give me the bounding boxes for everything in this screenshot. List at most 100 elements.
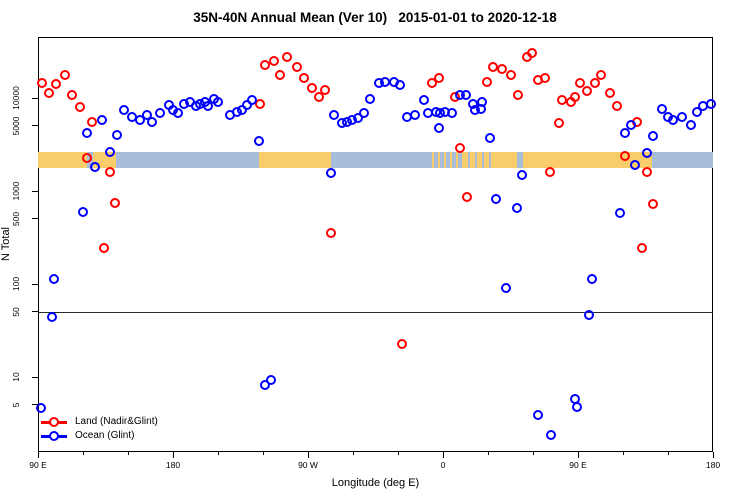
land-data-point — [325, 227, 336, 238]
x-axis-tick-label: 0 — [440, 460, 446, 470]
land-data-point — [648, 198, 658, 209]
ocean-data-point — [642, 147, 652, 158]
land-data-point — [282, 51, 292, 62]
y-axis-tick-label: 10000 — [11, 86, 21, 110]
x-axis-tick — [37, 452, 39, 458]
land-data-point — [642, 166, 652, 177]
x-axis-minor-tick — [622, 452, 624, 455]
land-data-point — [105, 166, 115, 177]
ocean-data-point — [135, 115, 145, 125]
land-data-point — [426, 78, 437, 89]
chart-title: 35N-40N Annual Mean (Ver 10) 2015-01-01 … — [193, 10, 557, 25]
ocean-data-point — [118, 105, 129, 116]
ocean-data-point — [47, 312, 58, 323]
ocean-data-point — [173, 108, 184, 119]
land-data-point — [481, 76, 492, 87]
x-axis-tick — [172, 452, 174, 458]
ocean-data-point — [105, 146, 115, 157]
x-axis-tick-label: 180 — [165, 460, 181, 470]
ocean-data-point — [477, 96, 487, 107]
x-axis-minor-tick — [352, 452, 354, 455]
ocean-data-point — [648, 130, 658, 141]
land-data-point — [81, 153, 92, 164]
x-axis-minor-tick — [217, 452, 219, 455]
ocean-data-point — [615, 207, 625, 218]
ocean-data-point — [418, 94, 429, 105]
land-data-point — [556, 94, 567, 105]
land-data-point — [291, 62, 302, 73]
x-axis-minor-tick — [262, 452, 264, 455]
reference-line-50 — [38, 311, 713, 313]
land-data-point — [60, 69, 70, 80]
ocean-data-point — [460, 90, 471, 101]
ocean-data-point — [572, 402, 583, 413]
ocean-data-point — [358, 108, 369, 119]
land-data-point — [298, 73, 309, 84]
x-axis-tick-label: 180 — [705, 460, 721, 470]
land-data-point — [275, 69, 286, 80]
ocean-data-point — [511, 202, 522, 213]
y-axis-tick-label: 1000 — [11, 181, 21, 201]
land-data-point — [109, 198, 120, 209]
y-axis-tick-label: 10 — [11, 372, 21, 382]
land-data-point — [87, 116, 97, 127]
y-axis-tick — [32, 125, 38, 127]
ocean-data-point — [259, 380, 270, 390]
ocean-data-point — [586, 274, 597, 285]
ocean-data-point — [630, 160, 640, 171]
y-axis-tick — [32, 404, 38, 406]
ocean-data-point — [365, 93, 376, 104]
x-axis-tick-label: 90 E — [569, 460, 587, 470]
ocean-data-point — [447, 108, 457, 119]
ocean-data-point — [705, 98, 716, 109]
land-data-point — [260, 60, 271, 71]
ocean-data-point — [253, 135, 264, 146]
ocean-data-point — [490, 194, 501, 205]
ocean-data-point — [584, 310, 595, 321]
x-axis-tick-label: 90 E — [29, 460, 47, 470]
y-axis-tick — [32, 190, 38, 192]
land-data-point — [496, 63, 507, 74]
y-axis-tick — [32, 311, 38, 313]
ocean-data-point — [213, 96, 223, 107]
ocean-data-point — [676, 111, 687, 122]
ocean-data-point — [266, 374, 277, 385]
land-data-point — [636, 243, 647, 254]
y-axis-tick-label: 100 — [11, 276, 21, 292]
ocean-data-point — [78, 207, 88, 218]
ocean-data-point — [410, 109, 421, 120]
ocean-data-point — [691, 106, 702, 117]
plot-area — [38, 37, 713, 452]
y-axis-tick — [32, 97, 38, 99]
land-data-point — [99, 243, 109, 254]
ocean-data-point — [81, 128, 92, 139]
land-data-point — [505, 69, 516, 80]
land-data-point — [526, 48, 537, 59]
land-data-point — [513, 90, 523, 101]
ocean-data-point — [546, 429, 556, 440]
land-data-point — [36, 78, 47, 89]
x-axis-minor-tick — [127, 452, 129, 455]
ocean-data-point — [90, 161, 100, 172]
land-data-point — [595, 69, 606, 80]
x-axis-minor-tick — [82, 452, 84, 455]
ocean-data-point — [395, 79, 406, 90]
y-axis-tick — [32, 376, 38, 378]
land-data-point — [320, 84, 331, 95]
ocean-data-point — [532, 410, 543, 421]
x-axis-tick — [577, 452, 579, 458]
land-data-point — [545, 166, 556, 177]
legend-ocean-label: Ocean (Glint) — [75, 430, 135, 441]
ocean-data-point — [657, 103, 667, 114]
x-axis-minor-tick — [397, 452, 399, 455]
x-axis-tick — [307, 452, 309, 458]
land-data-point — [612, 101, 622, 112]
land-data-point — [306, 83, 317, 94]
land-data-point — [540, 73, 550, 84]
land-data-point — [590, 78, 601, 89]
ocean-data-point — [485, 133, 496, 144]
land-data-point — [255, 98, 265, 109]
land-data-point — [570, 91, 580, 102]
legend-land-label: Land (Nadir&Glint) — [75, 416, 158, 427]
land-data-point — [620, 151, 631, 162]
